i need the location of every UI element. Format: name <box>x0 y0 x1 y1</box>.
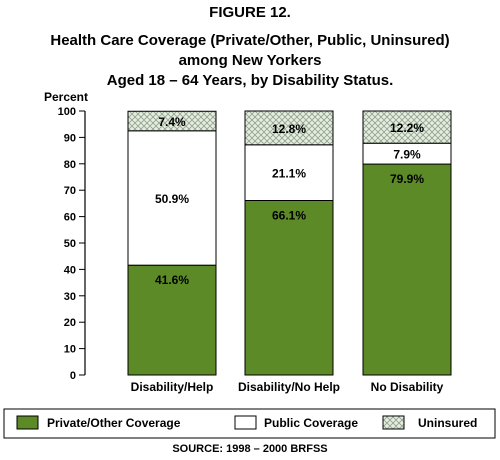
uninsured-segment <box>244 110 334 146</box>
public-coverage-segment <box>244 144 334 201</box>
uninsured-label: 7.4% <box>158 115 186 129</box>
private-coverage-label: 66.1% <box>272 208 306 222</box>
legend-public-swatch <box>234 415 257 430</box>
chart-title-line-1: Health Care Coverage (Private/Other, Pub… <box>50 32 450 49</box>
y-tick-label: 40 <box>64 264 76 276</box>
y-tick-label: 90 <box>64 132 76 144</box>
public-coverage-label: 7.9% <box>393 148 421 162</box>
y-tick-label: 60 <box>64 212 76 224</box>
legend-private-swatch <box>16 415 39 430</box>
y-tick-label: 20 <box>64 317 76 329</box>
x-tick-label: Disability/Help <box>131 380 214 394</box>
private-coverage-segment <box>244 199 334 376</box>
chart-title-line-2: among New Yorkers <box>178 52 322 69</box>
y-tick-label: 70 <box>64 185 76 197</box>
legend-private-label: Private/Other Coverage <box>47 416 181 430</box>
public-coverage-label: 21.1% <box>272 167 306 181</box>
chart-title-line-3: Aged 18 – 64 Years, by Disability Status… <box>106 72 394 89</box>
legend-uninsured-label: Uninsured <box>418 416 477 430</box>
y-tick-label: 0 <box>70 370 76 382</box>
private-coverage-label: 79.9% <box>390 172 424 186</box>
public-coverage-label: 50.9% <box>155 192 189 206</box>
source-note: SOURCE: 1998 – 2000 BRFSS <box>172 443 328 455</box>
y-tick-label: 100 <box>58 106 76 118</box>
private-coverage-segment <box>362 163 452 376</box>
uninsured-segment <box>127 110 217 132</box>
private-coverage-label: 41.6% <box>155 273 189 287</box>
y-tick-label: 80 <box>64 159 76 171</box>
y-tick-label: 50 <box>64 238 76 250</box>
private-coverage-segment <box>127 264 217 376</box>
uninsured-label: 12.2% <box>390 121 424 135</box>
y-axis-label: Percent <box>44 90 88 104</box>
legend-public-label: Public Coverage <box>264 416 358 430</box>
legend-uninsured-swatch <box>382 415 405 430</box>
y-tick-label: 30 <box>64 291 76 303</box>
x-tick-label: No Disability <box>371 380 444 394</box>
public-coverage-segment <box>127 130 217 266</box>
figure-label: FIGURE 12. <box>209 4 291 21</box>
stacked-bar-chart: Percent 0 10 20 30 40 50 60 70 80 90 100 41.6% 50.9%… <box>3 90 496 439</box>
y-tick-label: 10 <box>64 344 76 356</box>
uninsured-segment <box>362 110 452 144</box>
x-tick-label: Disability/No Help <box>238 380 340 394</box>
uninsured-label: 12.8% <box>272 122 306 136</box>
